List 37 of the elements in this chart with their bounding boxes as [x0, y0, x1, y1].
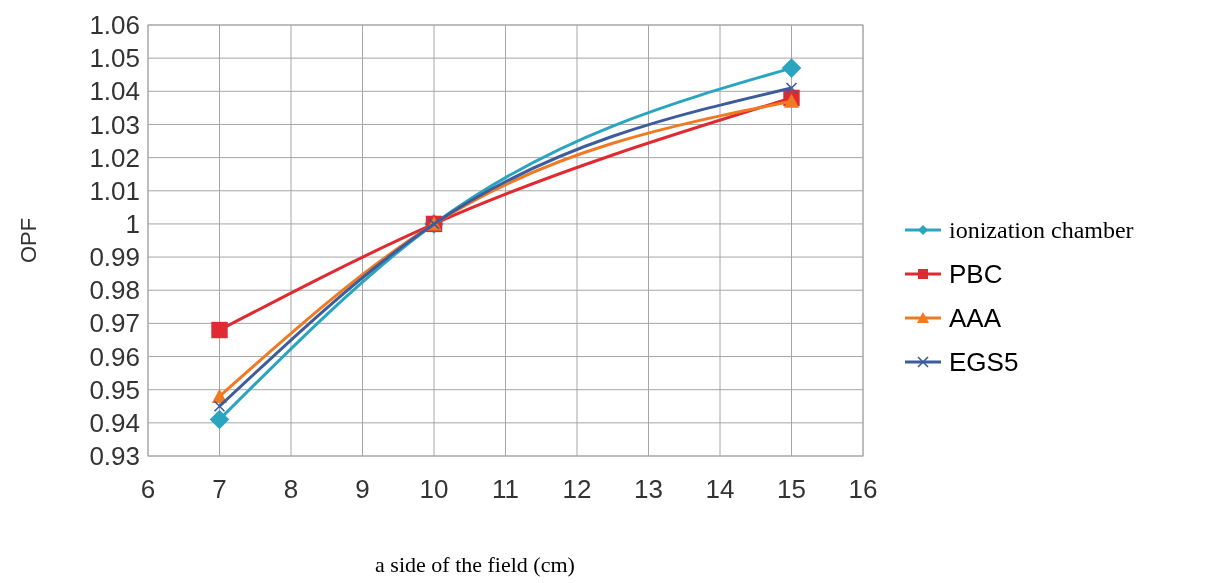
x-tick-label: 8 — [283, 474, 299, 504]
point — [211, 321, 228, 339]
x-tick-label: 12 — [562, 474, 592, 504]
y-tick-label: 0.95 — [89, 374, 140, 405]
legend-label: PBC — [949, 259, 1003, 290]
legend-label: AAA — [949, 303, 1002, 334]
x-axis-title: a side of the field (cm) — [375, 552, 575, 577]
point — [213, 400, 226, 413]
y-tick-label: 0.94 — [89, 407, 140, 438]
y-tick-label: 1.03 — [89, 109, 140, 140]
x-tick-label: 10 — [419, 474, 449, 504]
x-tick-label: 9 — [355, 474, 370, 504]
y-tick-label: 0.97 — [89, 308, 140, 339]
x-tick-label: 13 — [634, 474, 663, 504]
legend-label: EGS5 — [949, 347, 1019, 378]
x-tick-label: 6 — [140, 474, 156, 504]
y-axis-title: OPF — [16, 217, 41, 264]
y-tick-label: 1.06 — [89, 10, 140, 41]
y-tick-label: 1.04 — [89, 76, 140, 107]
y-tick-label: 1.01 — [89, 175, 140, 206]
x-tick-label: 14 — [705, 474, 735, 504]
y-tick-label: 0.93 — [89, 441, 140, 472]
x-tick-label: 15 — [777, 474, 806, 504]
point — [209, 409, 230, 430]
y-tick-label: 0.98 — [89, 275, 140, 306]
y-tick-label: 1 — [125, 209, 140, 240]
x-tick-label: 16 — [848, 474, 878, 504]
y-tick-label: 1.05 — [89, 43, 140, 74]
point — [781, 58, 802, 78]
y-tick-label: 1.02 — [89, 142, 140, 173]
point — [783, 93, 800, 108]
x-tick-label: 11 — [492, 474, 519, 504]
y-tick-label: 0.99 — [89, 242, 140, 273]
point — [785, 82, 798, 94]
y-tick-label: 0.96 — [89, 341, 140, 372]
x-tick-label: 7 — [212, 474, 227, 504]
legend-label: ionization chamber — [949, 217, 1134, 244]
